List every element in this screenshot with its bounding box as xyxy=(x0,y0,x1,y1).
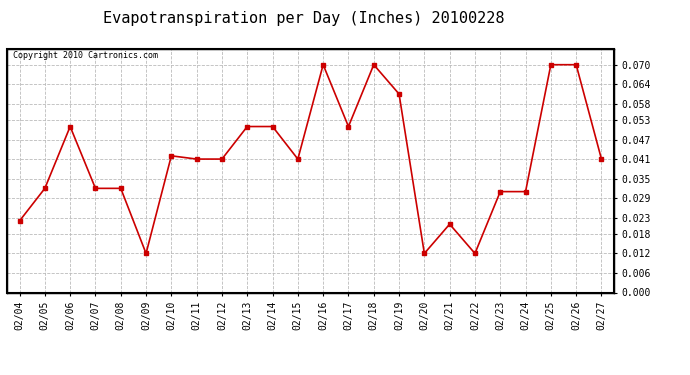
Text: Copyright 2010 Cartronics.com: Copyright 2010 Cartronics.com xyxy=(13,51,158,60)
Text: Evapotranspiration per Day (Inches) 20100228: Evapotranspiration per Day (Inches) 2010… xyxy=(103,11,504,26)
